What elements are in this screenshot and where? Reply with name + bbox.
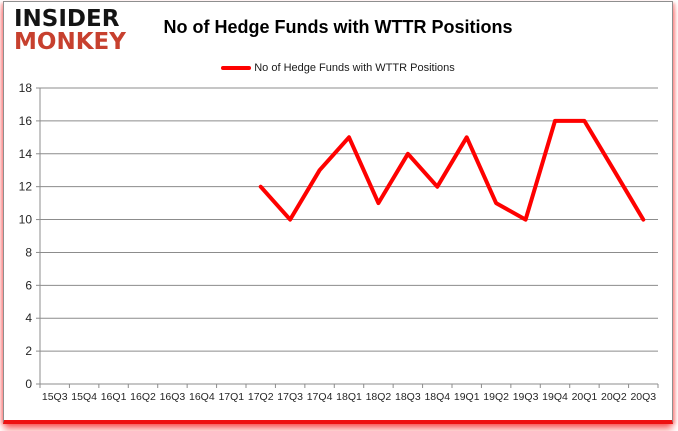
svg-text:17Q4: 17Q4 [307, 391, 333, 403]
svg-text:18: 18 [19, 81, 33, 95]
insider-monkey-logo: INSIDER MONKEY [14, 5, 126, 55]
chart-title: No of Hedge Funds with WTTR Positions [163, 17, 513, 37]
svg-text:4: 4 [25, 311, 32, 325]
svg-text:6: 6 [25, 278, 32, 292]
svg-text:20Q2: 20Q2 [601, 391, 627, 403]
svg-text:17Q3: 17Q3 [277, 391, 303, 403]
x-axis-labels: 15Q3 15Q4 16Q1 16Q2 16Q3 16Q4 17Q1 17Q2 17Q3 17Q4… [42, 391, 656, 403]
svg-text:19Q3: 19Q3 [513, 391, 539, 403]
axis-ticks [36, 87, 659, 388]
svg-text:16Q2: 16Q2 [130, 391, 156, 403]
svg-text:18Q4: 18Q4 [424, 391, 450, 403]
svg-text:17Q2: 17Q2 [248, 391, 274, 403]
svg-text:17Q1: 17Q1 [218, 391, 244, 403]
svg-text:8: 8 [25, 245, 32, 259]
svg-text:0: 0 [25, 377, 32, 391]
svg-text:19Q1: 19Q1 [454, 391, 480, 403]
y-axis-labels: 0 2 4 6 8 10 12 14 16 18 [19, 81, 33, 391]
svg-text:16Q1: 16Q1 [101, 391, 127, 403]
data-line [258, 118, 646, 222]
y-gridlines [40, 87, 658, 352]
svg-text:15Q4: 15Q4 [71, 391, 97, 403]
svg-text:16Q3: 16Q3 [160, 391, 186, 403]
svg-text:12: 12 [19, 180, 33, 194]
legend: No of Hedge Funds with WTTR Positions [4, 62, 672, 74]
legend-line-swatch [221, 66, 252, 70]
svg-text:15Q3: 15Q3 [42, 391, 68, 403]
logo-monkey-text: MONKEY [14, 29, 126, 55]
svg-text:20Q1: 20Q1 [572, 391, 598, 403]
svg-text:18Q3: 18Q3 [395, 391, 421, 403]
svg-text:18Q2: 18Q2 [366, 391, 392, 403]
logo-insider-text: INSIDER [14, 5, 120, 33]
svg-text:16: 16 [19, 114, 33, 128]
svg-text:16Q4: 16Q4 [189, 391, 215, 403]
svg-text:19Q2: 19Q2 [483, 391, 509, 403]
svg-text:14: 14 [19, 147, 33, 161]
legend-label: No of Hedge Funds with WTTR Positions [254, 62, 455, 74]
chart-panel: INSIDER MONKEY No of Hedge Funds with WT… [3, 1, 673, 424]
svg-text:10: 10 [19, 213, 33, 227]
svg-text:19Q4: 19Q4 [542, 391, 568, 403]
svg-text:20Q3: 20Q3 [630, 391, 656, 403]
svg-text:18Q1: 18Q1 [336, 391, 362, 403]
svg-text:2: 2 [25, 344, 32, 358]
